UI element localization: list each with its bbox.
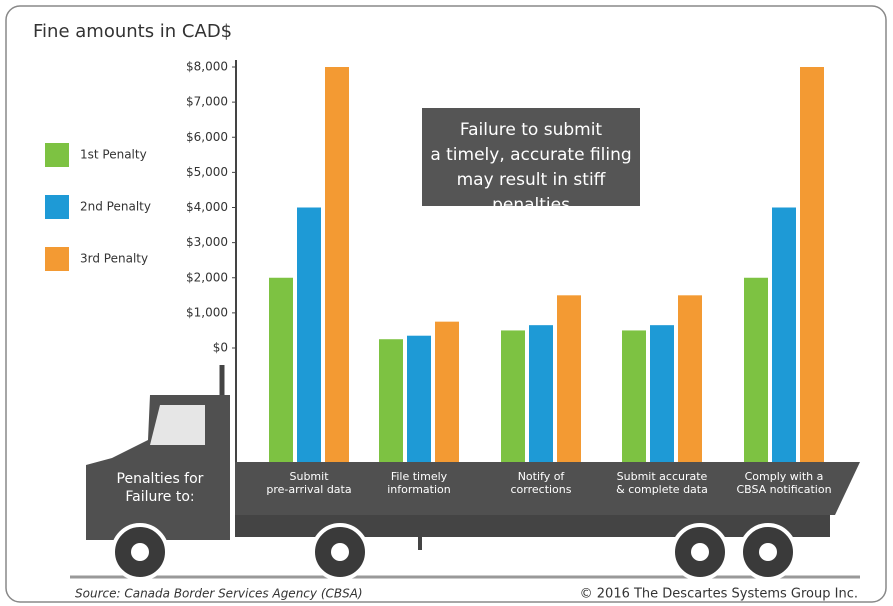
bar (501, 330, 525, 462)
bar (269, 278, 293, 462)
source: Source: Canada Border Services Agency (C… (75, 587, 363, 601)
y-tick-label: $4,000 (186, 200, 228, 214)
bar (407, 336, 431, 462)
bar (379, 339, 403, 462)
bar (529, 325, 553, 462)
bar (435, 322, 459, 462)
legend-swatch (45, 195, 69, 219)
bar (297, 208, 321, 463)
chart-title: Fine amounts in CAD$ (33, 21, 232, 42)
bar (622, 330, 646, 462)
y-tick-label: $7,000 (186, 95, 228, 109)
legend-label: 1st Penalty (80, 148, 147, 162)
bar (325, 67, 349, 462)
bar (557, 295, 581, 462)
bar (772, 208, 796, 463)
legend-label: 2nd Penalty (80, 200, 151, 214)
annotation: Failure to submit a timely, accurate fil… (423, 118, 639, 218)
legend-swatch (45, 247, 69, 271)
y-tick-label: $8,000 (186, 60, 228, 74)
y-tick-label: $6,000 (186, 130, 228, 144)
y-tick-label: $0 (213, 341, 228, 355)
bar (650, 325, 674, 462)
copyright: © 2016 The Descartes Systems Group Inc. (580, 587, 858, 602)
legend-swatch (45, 143, 69, 167)
y-tick-label: $1,000 (186, 305, 228, 319)
x-tick-label: File timely information (359, 470, 479, 496)
bar (800, 67, 824, 462)
bar (678, 295, 702, 462)
chart: Fine amounts in CAD$ Source: Canada Bord… (0, 0, 893, 606)
x-tick-label: Notify of corrections (481, 470, 601, 496)
bar (744, 278, 768, 462)
y-tick-label: $3,000 (186, 235, 228, 249)
legend-label: 3rd Penalty (80, 252, 148, 266)
axis-label: Penalties for Failure to: (100, 470, 220, 506)
x-tick-label: Submit accurate & complete data (602, 470, 722, 496)
y-tick-label: $5,000 (186, 165, 228, 179)
x-tick-label: Comply with a CBSA notification (724, 470, 844, 496)
x-tick-label: Submit pre-arrival data (249, 470, 369, 496)
infographic: Fine amounts in CAD$ Source: Canada Bord… (0, 0, 893, 606)
y-tick-label: $2,000 (186, 270, 228, 284)
